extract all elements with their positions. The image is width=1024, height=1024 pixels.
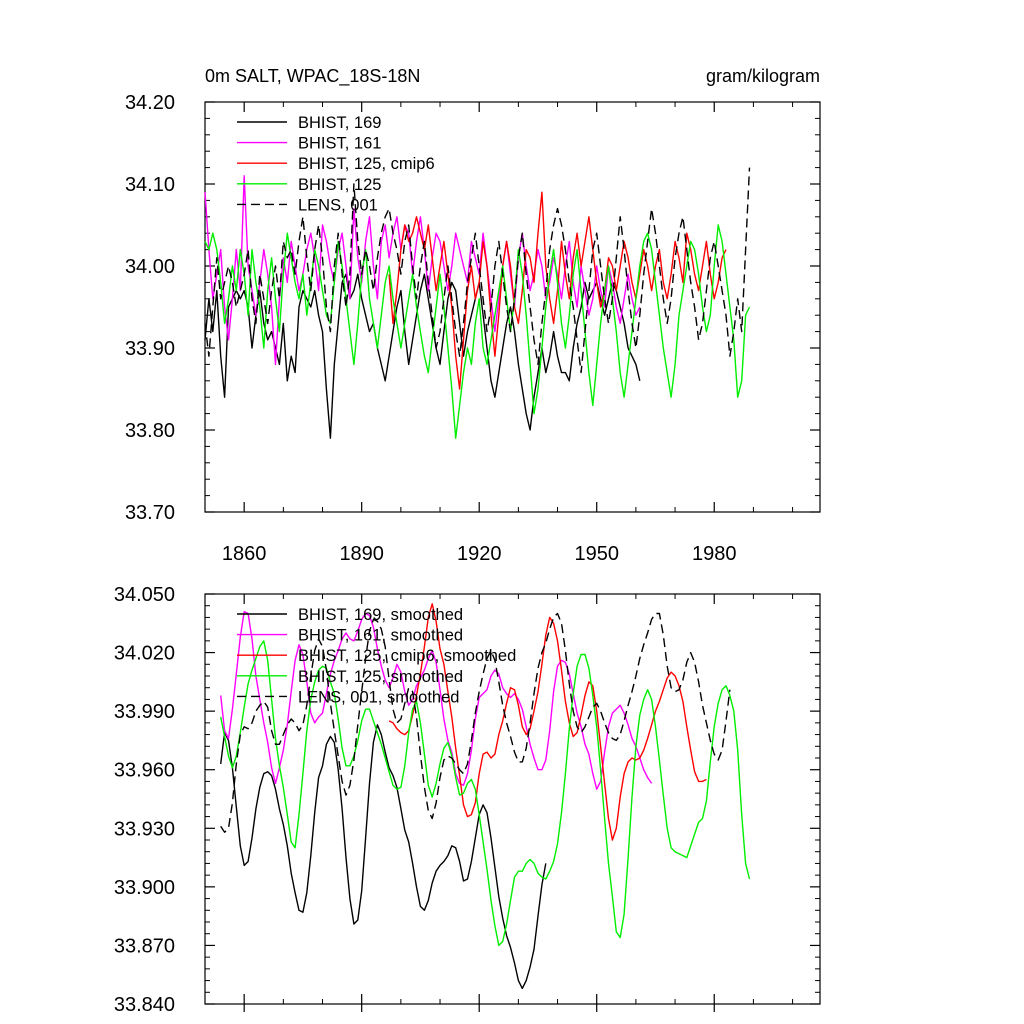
x-tick-label: 1920 [457,543,502,565]
y-tick-label: 33.960 [114,760,175,782]
bottom-panel: 34.050 34.020 33.990 33.960 33.930 33.900 33.8… [114,584,821,1016]
legend-label: BHIST, 161 [298,135,381,153]
chart-title: 0m SALT, WPAC_18S-18N [205,66,420,87]
y-tick-label: 33.930 [114,818,175,840]
legend-label: BHIST, 125, smoothed [298,668,463,686]
series-line [204,273,641,439]
legend-label: LENS, 001, smoothed [298,688,459,706]
legend-label: BHIST, 169 [298,114,381,132]
y-tick-label: 33.990 [114,701,175,723]
x-tick-label: 1890 [339,543,384,565]
legend-label: BHIST, 161, smoothed [298,627,463,645]
x-tick-labels: 1860 1890 1920 1950 1980 [222,543,737,565]
y-tick-label: 34.020 [114,643,175,665]
tick-marks [204,101,820,513]
series-line [204,167,751,374]
tick-marks [204,593,820,1012]
legend-label: BHIST, 125 [298,176,381,194]
y-tick-labels: 34.20 34.10 34.00 33.90 33.80 33.70 [125,92,175,524]
x-tick-label: 1950 [574,543,619,565]
y-tick-label: 34.00 [125,256,175,278]
legend-label: BHIST, 125, cmip6, smoothed [298,647,516,665]
y-tick-label: 34.20 [125,92,175,114]
y-tick-label: 33.840 [114,994,175,1016]
y-tick-label: 33.80 [125,420,175,442]
y-tick-label: 34.10 [125,174,175,196]
legend-label: LENS, 001 [298,196,378,214]
series-line [220,612,731,833]
series-line [204,224,751,439]
series-line [388,191,727,390]
series-line [220,724,547,990]
y-tick-label: 33.70 [125,502,175,524]
series-line [204,175,641,366]
y-tick-label: 34.050 [114,584,175,606]
y-tick-labels: 34.050 34.020 33.990 33.960 33.930 33.900 33.8… [114,584,175,1016]
y-tick-label: 33.870 [114,935,175,957]
y-tick-label: 33.900 [114,877,175,899]
units-label: gram/kilogram [706,66,820,86]
plot-frame [204,101,821,513]
series-lines [204,167,751,439]
x-tick-label: 1860 [222,543,267,565]
series-line [220,640,751,947]
legend: BHIST, 169, smoothed BHIST, 161, smoothed… [237,606,516,706]
legend-label: BHIST, 125, cmip6 [298,155,435,173]
legend: BHIST, 169 BHIST, 161 BHIST, 125, cmip6 BHI… [237,114,435,214]
plot-frame [204,593,821,1005]
y-tick-label: 33.90 [125,338,175,360]
series-lines [220,603,751,990]
x-tick-label: 1980 [692,543,737,565]
legend-label: BHIST, 169, smoothed [298,606,463,624]
top-panel: 0m SALT, WPAC_18S-18N gram/kilogram 34.2… [125,66,821,565]
